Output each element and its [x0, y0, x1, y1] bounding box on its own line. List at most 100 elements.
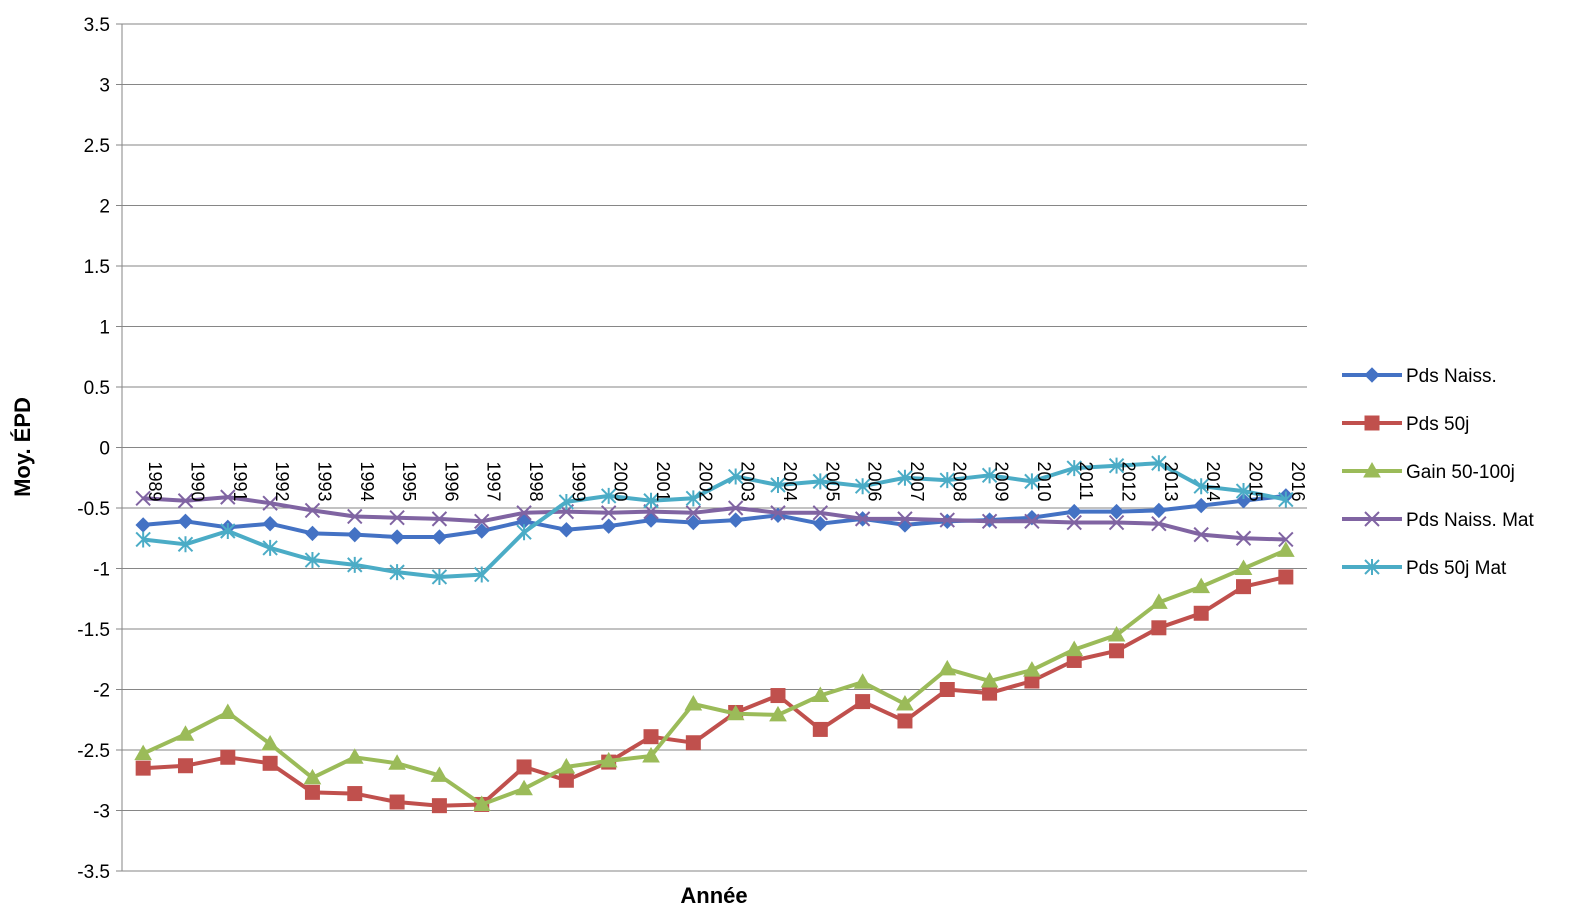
data-point: [389, 529, 405, 545]
data-point: [1107, 626, 1126, 642]
x-category-label: 2016: [1288, 462, 1308, 502]
data-point: [135, 760, 151, 776]
data-point: [1193, 478, 1209, 495]
data-point: [515, 779, 533, 796]
data-point: [1066, 503, 1082, 520]
data-point: [1108, 457, 1125, 474]
data-point: [262, 516, 278, 532]
gridlines: [122, 23, 1307, 872]
legend-label: Pds 50j Mat: [1406, 558, 1507, 579]
x-category-label: 2009: [992, 462, 1012, 502]
x-category-label: 1992: [272, 462, 292, 502]
y-tick-label: -2: [93, 681, 110, 702]
y-tick-label: 2: [99, 197, 110, 218]
data-point: [727, 512, 744, 528]
data-point: [1024, 513, 1040, 530]
legend-marker: [1363, 461, 1381, 478]
data-point: [684, 695, 703, 711]
data-point: [1192, 577, 1211, 594]
data-point: [897, 511, 913, 527]
data-point: [304, 525, 321, 542]
y-tick-label: -3.5: [77, 862, 110, 883]
data-point: [854, 478, 871, 495]
data-point: [1108, 514, 1125, 531]
data-point: [261, 734, 279, 751]
data-point: [938, 659, 957, 676]
x-category-label: 2003: [738, 462, 758, 502]
data-point: [220, 749, 236, 765]
series-line: [143, 575, 1287, 808]
x-category-label: 1990: [187, 462, 207, 502]
data-point: [643, 503, 659, 520]
data-point: [303, 768, 322, 785]
data-point: [389, 564, 405, 581]
series-line: [143, 493, 1287, 539]
x-category-label: 2002: [695, 462, 715, 502]
data-point: [812, 505, 829, 521]
data-point: [982, 685, 998, 701]
x-category-label: 2010: [1034, 462, 1054, 502]
data-point: [1066, 460, 1082, 477]
data-point: [1193, 526, 1209, 543]
y-axis-title: Moy. ÉPD: [10, 397, 35, 497]
x-category-label: 2013: [1161, 462, 1181, 502]
data-point: [262, 495, 278, 511]
x-axis-title: Année: [680, 883, 747, 908]
y-tick-label: 0: [99, 439, 110, 460]
data-point: [1151, 455, 1167, 472]
data-point: [557, 757, 576, 774]
data-point: [1023, 661, 1041, 677]
data-point: [134, 744, 153, 761]
data-point: [177, 513, 194, 530]
x-category-labels: 1989 1990 1991 1992 1993 1994 1995 1996 1997 1998…: [145, 462, 1308, 502]
data-point: [726, 704, 745, 721]
data-point: [897, 713, 913, 729]
x-category-label: 2008: [949, 462, 969, 502]
data-point: [1109, 643, 1125, 659]
data-point: [1151, 516, 1167, 532]
data-point: [727, 468, 744, 485]
y-tick-label: 1: [99, 318, 110, 339]
data-point: [811, 686, 830, 703]
y-tick-label: 1.5: [84, 257, 110, 278]
series-line: [142, 548, 1287, 807]
data-point: [347, 526, 363, 543]
data-point: [1066, 514, 1082, 531]
data-point: [431, 568, 448, 585]
data-point: [980, 672, 999, 688]
data-point: [599, 751, 618, 768]
x-category-label: 1989: [145, 462, 165, 502]
data-point: [1235, 483, 1252, 500]
x-category-label: 2015: [1246, 462, 1266, 502]
data-point: [474, 566, 490, 583]
data-point: [1150, 593, 1168, 609]
data-point: [685, 514, 702, 531]
data-point: [347, 556, 363, 573]
data-point: [220, 522, 236, 539]
x-category-label: 2001: [653, 462, 673, 502]
data-point: [135, 531, 151, 548]
x-category-label: 2006: [865, 462, 885, 502]
data-point: [430, 766, 449, 782]
data-point: [558, 772, 574, 788]
data-point: [220, 489, 236, 505]
series-4: [135, 489, 1294, 548]
x-category-label: 2004: [780, 462, 800, 502]
data-point: [685, 490, 702, 507]
data-point: [685, 735, 701, 751]
legend: Pds Naiss. Pds 50j Gain 50-100j Pds Naiss. …: [1342, 366, 1534, 579]
data-point: [516, 524, 532, 541]
data-point: [1151, 620, 1167, 636]
legend-item: Pds Naiss.: [1342, 366, 1497, 387]
data-point: [1276, 541, 1295, 557]
data-point: [812, 721, 828, 737]
data-point: [1151, 502, 1167, 519]
data-point: [1278, 569, 1294, 585]
data-point: [431, 529, 448, 545]
series-5: [135, 455, 1294, 585]
data-point: [389, 509, 405, 526]
data-point: [1108, 503, 1125, 520]
data-point: [812, 473, 829, 490]
data-point: [1234, 559, 1253, 575]
data-point: [135, 490, 151, 507]
